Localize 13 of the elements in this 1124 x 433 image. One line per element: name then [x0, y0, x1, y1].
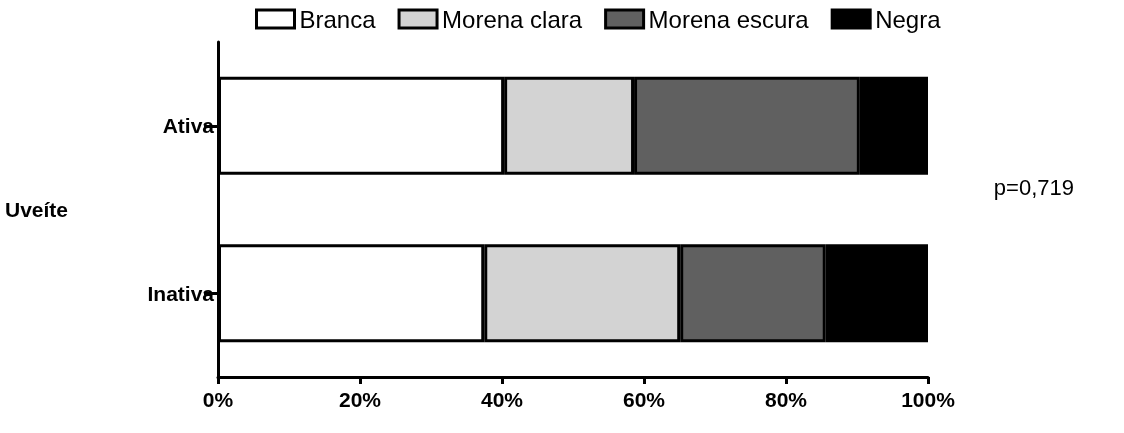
legend-label: Morena clara — [442, 5, 583, 33]
x-tick-label: 80% — [764, 388, 808, 411]
x-tick-label: 60% — [622, 388, 666, 411]
x-tick-label: 0% — [202, 388, 234, 411]
x-tick-label: 40% — [480, 388, 524, 411]
legend-label: Morena escura — [648, 5, 810, 33]
text: p=0,719 — [993, 174, 1074, 200]
legend-label: Negra — [875, 5, 942, 33]
y-tick-label: Inativa — [147, 281, 215, 305]
x-tick-label: 20% — [338, 388, 382, 411]
x-tick-label: 100% — [901, 388, 956, 411]
legend-label: Branca — [299, 5, 377, 33]
y-axis-title: Uveíte — [4, 198, 68, 221]
